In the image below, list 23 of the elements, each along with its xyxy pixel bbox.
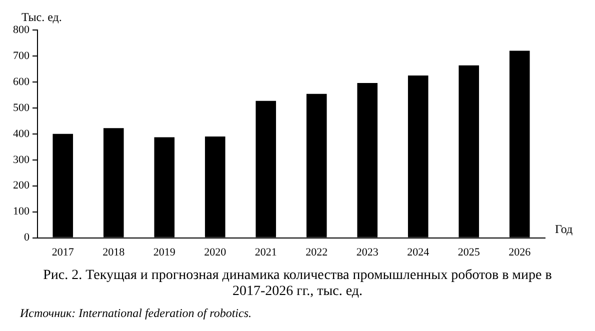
y-tick-label: 100 [13,206,30,218]
x-tick-label: 2023 [356,246,379,258]
y-axis-title: Тыс. ед. [22,10,62,24]
x-tick-label: 2020 [204,246,227,258]
x-tick-label: 2017 [52,246,74,258]
y-tick-label: 400 [13,128,30,140]
text: Рис. 2. Текущая и прогнозная динамика количества промышленных роботов в мире в 2017-2026 гг., тыс. ед. [42,268,553,300]
y-tick-label: 700 [13,50,30,62]
x-tick-label: 2022 [306,246,328,258]
x-tick-label: 2024 [407,246,430,258]
x-tick-label: 2021 [254,246,277,258]
text: Источник: International federation of robotics. [20,306,253,321]
x-tick-label: 2018 [102,246,126,258]
y-tick-label: 300 [13,154,30,166]
y-tick-label: 800 [13,24,30,36]
x-tick-label: 2025 [458,246,480,258]
y-tick-label: 200 [13,180,30,192]
y-tick-label: 600 [13,76,30,88]
y-tick-label: 500 [13,102,30,114]
x-tick-label: 2026 [508,246,532,258]
x-tick-label: 2019 [153,246,176,258]
y-tick-label: 0 [24,232,30,244]
x-axis-title: Год [555,222,573,236]
